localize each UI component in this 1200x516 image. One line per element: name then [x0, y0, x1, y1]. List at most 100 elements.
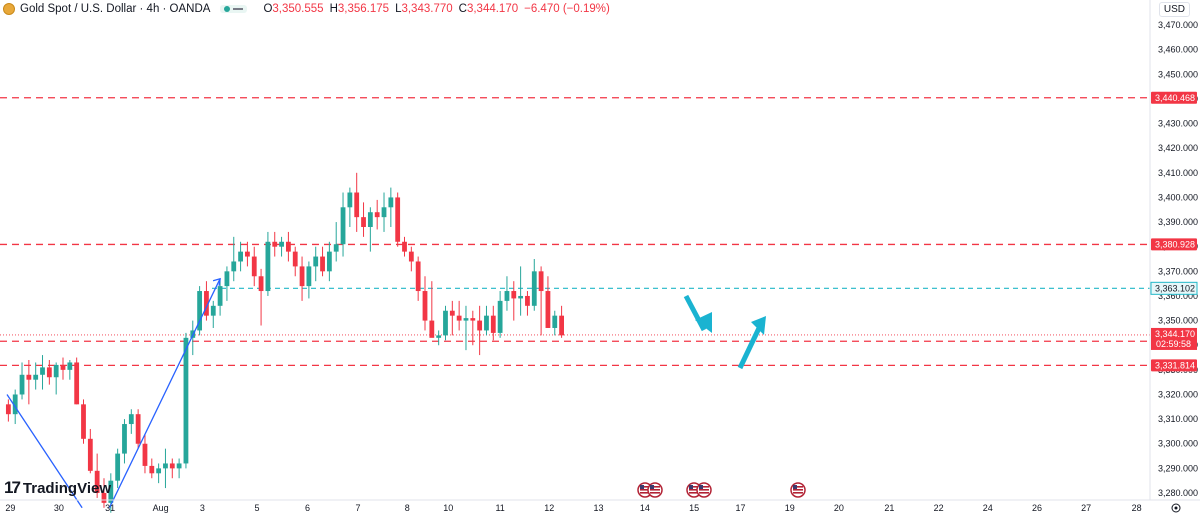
candle-down — [429, 320, 435, 338]
y-tick-label: 3,310.000 — [1158, 414, 1198, 424]
x-tick-label: 15 — [689, 503, 699, 513]
y-tick-label: 3,290.000 — [1158, 463, 1198, 473]
candle-up — [238, 251, 243, 262]
candle-down — [285, 241, 291, 252]
y-tick-label: 3,280.000 — [1158, 488, 1198, 498]
candle-down — [5, 404, 11, 415]
candle-up — [231, 261, 237, 272]
candle-up — [340, 207, 346, 245]
candle-up — [518, 295, 524, 299]
candle-up — [40, 367, 45, 375]
candle-down — [477, 320, 483, 331]
candle-up — [381, 207, 387, 218]
currency-button[interactable]: USD — [1158, 2, 1190, 17]
candle-down — [26, 374, 32, 380]
candle-up — [183, 337, 189, 464]
last-price-label: 3,344.170 — [1155, 329, 1195, 339]
x-tick-label: 12 — [544, 503, 554, 513]
level-price-tag — [1151, 238, 1197, 251]
y-tick-label: 3,400.000 — [1158, 192, 1198, 202]
candle-up — [53, 364, 59, 378]
tradingview-wordmark: TradingView — [22, 479, 112, 497]
candle-down — [320, 256, 325, 272]
candle-up — [156, 468, 162, 474]
candle-up — [497, 300, 503, 333]
low-label: L — [395, 3, 402, 15]
x-tick-label: 17 — [736, 503, 746, 513]
x-tick-label: 24 — [983, 503, 993, 513]
x-tick-label: 26 — [1032, 503, 1042, 513]
close-value: 3,344.170 — [466, 3, 519, 15]
candle-down — [251, 256, 257, 277]
candle-down — [525, 295, 530, 306]
y-tick-label: 3,320.000 — [1158, 389, 1198, 399]
candle-up — [531, 271, 537, 306]
candle-up — [484, 315, 489, 331]
candle-up — [224, 271, 230, 287]
candle-down — [169, 463, 175, 469]
trend-arrowhead-icon — [212, 277, 221, 286]
candle-down — [135, 414, 141, 444]
forecast-up-arrow-icon — [737, 324, 763, 370]
candle-up — [265, 241, 271, 292]
forecast-up-arrowhead-icon — [751, 316, 766, 335]
x-tick-label: 29 — [5, 503, 15, 513]
candle-up — [12, 394, 18, 415]
x-tick-label: 22 — [934, 503, 944, 513]
high-label: H — [329, 3, 338, 15]
candle-up — [122, 424, 127, 454]
y-tick-label: 3,390.000 — [1158, 217, 1198, 227]
x-tick-label: 14 — [640, 503, 650, 513]
candle-up — [176, 463, 182, 469]
x-tick-label: Aug — [153, 503, 169, 513]
tradingview-logo[interactable]: 17 TradingView — [4, 478, 111, 498]
price-tags: 3,440.4683,380.9283,341.6093,331.8143,36… — [1150, 91, 1198, 372]
candle-up — [443, 310, 448, 336]
x-tick-label: 6 — [305, 503, 310, 513]
candle-down — [245, 251, 250, 257]
level-price-tag — [1151, 91, 1197, 104]
data-status-icon — [233, 8, 244, 10]
countdown-label: 02:59:58 — [1156, 339, 1191, 349]
time-axis[interactable]: 29 30 31 Aug 3 5 6 7 8 10 11 12 13 14 15 17 19 20 21 22 24 26… — [0, 499, 1200, 513]
candle-down — [511, 291, 517, 299]
candle-down — [538, 271, 544, 292]
candle-down — [81, 404, 86, 439]
candle-down — [374, 212, 380, 218]
economic-event-icons[interactable] — [637, 482, 806, 498]
market-status[interactable] — [220, 5, 248, 13]
horizontal-levels[interactable] — [0, 97, 1150, 367]
y-tick-label: 3,460.000 — [1158, 45, 1198, 55]
x-tick-label: 11 — [495, 503, 504, 513]
level-price-label: 3,380.928 — [1155, 239, 1195, 249]
symbol-title[interactable]: Gold Spot / U.S. Dollar · 4h · OANDA — [20, 3, 211, 15]
candle-down — [142, 443, 148, 466]
forecast-arrows[interactable] — [683, 294, 766, 370]
candle-down — [149, 465, 155, 474]
candle-up — [313, 256, 319, 267]
candle-up — [115, 453, 121, 481]
trendlines[interactable] — [6, 277, 221, 509]
candle-up — [388, 197, 394, 208]
candle-up — [436, 335, 442, 338]
candle-up — [279, 241, 284, 247]
candle-down — [490, 315, 496, 333]
candle-down — [46, 367, 52, 378]
candle-down — [354, 192, 360, 218]
candle-up — [347, 192, 353, 208]
candle-down — [258, 276, 264, 292]
y-tick-label: 3,350.000 — [1158, 316, 1198, 326]
settings-gear-icon[interactable] — [1171, 503, 1181, 513]
forecast-down-arrowhead-icon — [695, 312, 712, 333]
x-tick-label: 10 — [443, 503, 453, 513]
candle-down — [545, 291, 551, 328]
candle-down — [101, 493, 107, 503]
x-tick-label: 7 — [356, 503, 361, 513]
candle-up — [128, 414, 134, 425]
x-tick-label: 19 — [785, 503, 795, 513]
candle-down — [456, 315, 462, 321]
level-price-label: 3,440.468 — [1155, 93, 1195, 103]
candle-down — [449, 310, 455, 316]
candle-up — [19, 374, 25, 395]
